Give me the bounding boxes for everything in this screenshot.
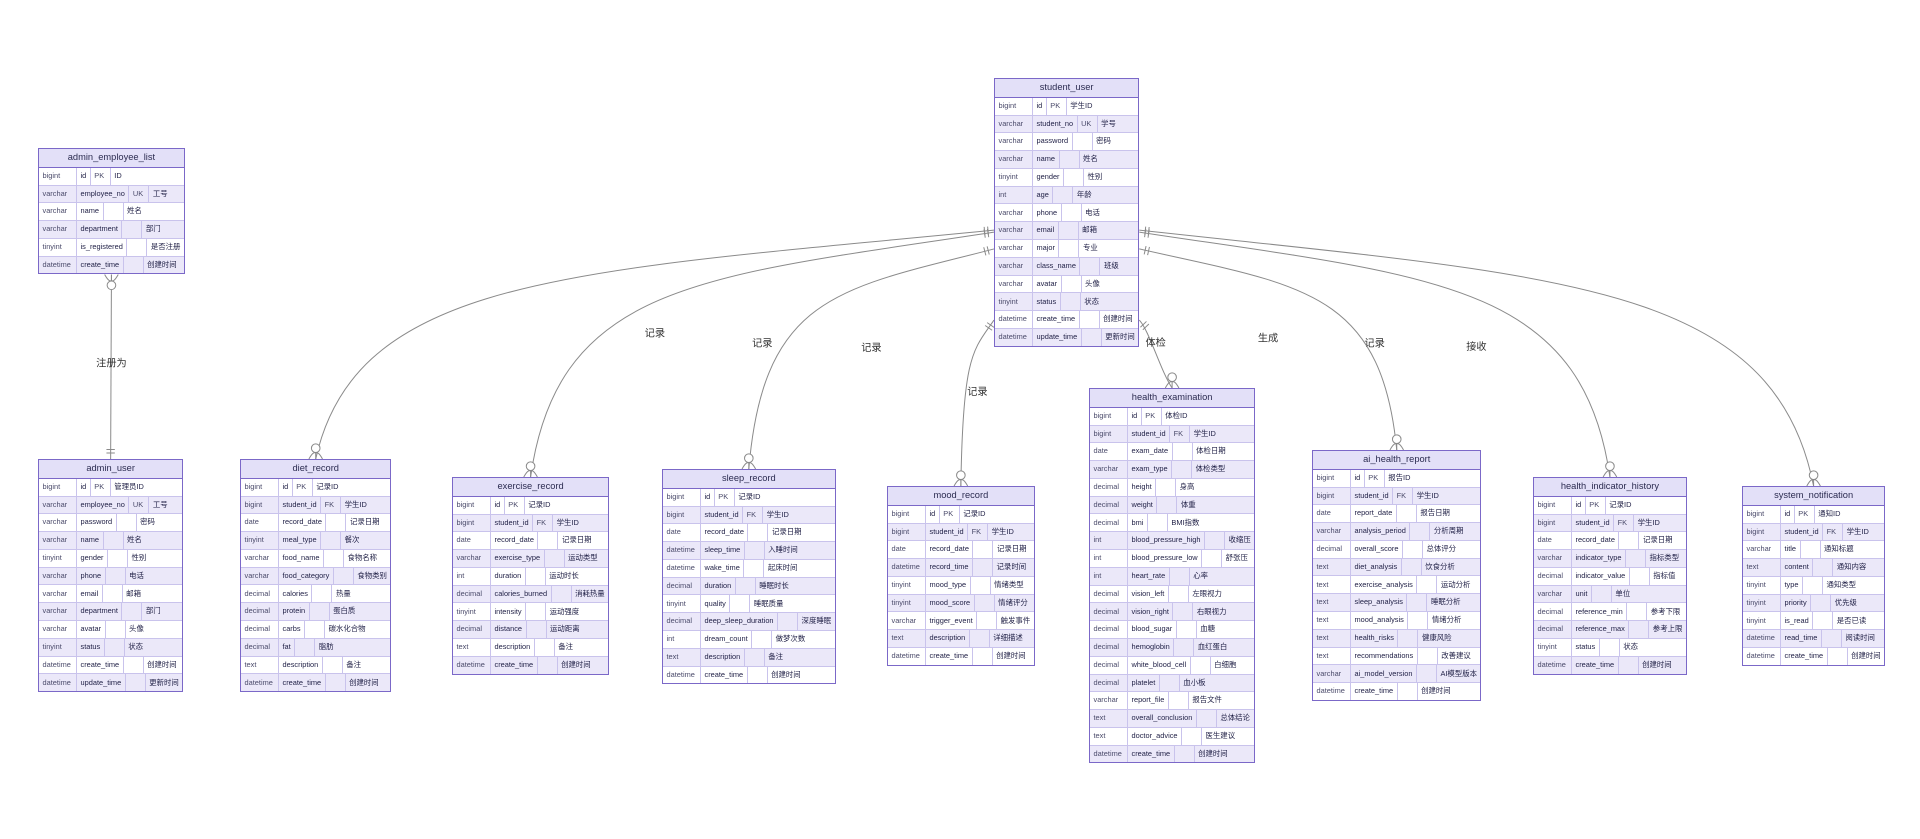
svg-text:记录: 记录 [967, 386, 987, 398]
svg-text:体检: 体检 [1146, 336, 1166, 349]
svg-text:记录: 记录 [645, 328, 665, 340]
svg-text:记录: 记录 [1364, 338, 1384, 350]
svg-text:注册为: 注册为 [96, 357, 127, 370]
svg-text:接收: 接收 [1466, 340, 1486, 353]
svg-text:生成: 生成 [1258, 331, 1278, 344]
svg-text:记录: 记录 [861, 342, 881, 354]
svg-text:记录: 记录 [752, 338, 772, 350]
